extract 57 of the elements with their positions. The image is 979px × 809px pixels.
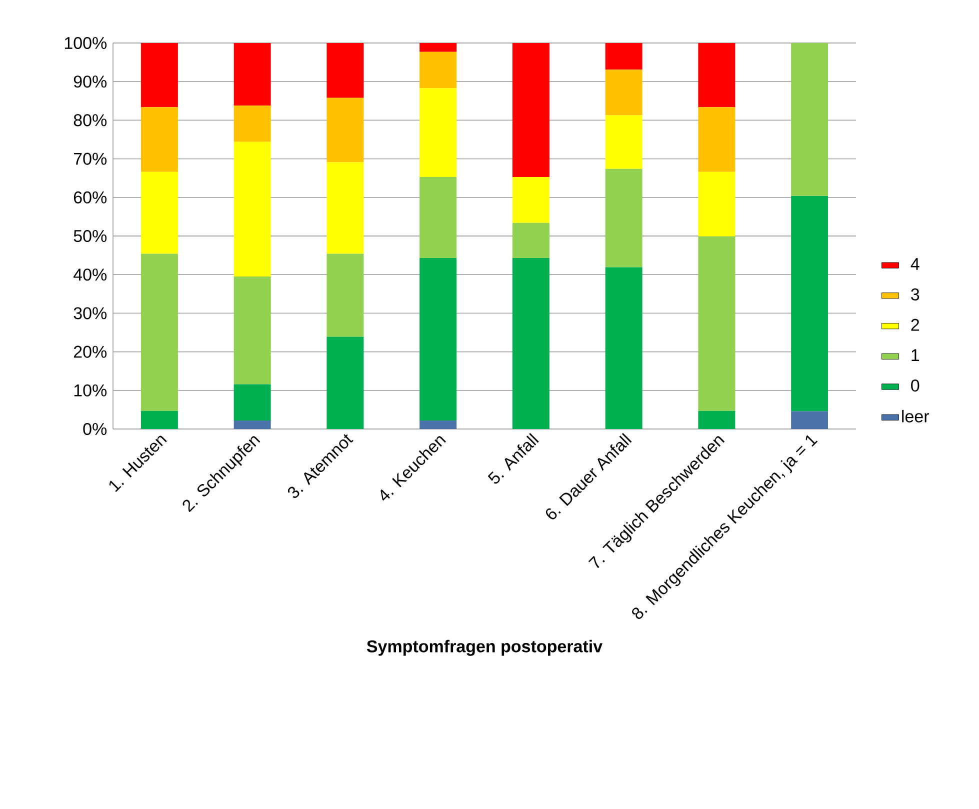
- legend-label: 3: [911, 288, 920, 300]
- y-tick-label: 10%: [74, 384, 107, 396]
- bar: [512, 222, 550, 258]
- bar: [605, 115, 642, 169]
- y-tick-label: 0%: [83, 422, 107, 436]
- bar: [234, 43, 271, 106]
- bar: [326, 43, 364, 98]
- bar: [420, 52, 457, 88]
- bar: [698, 410, 736, 430]
- bar: [420, 420, 457, 430]
- y-tick-label: 30%: [74, 307, 107, 320]
- bar: [140, 254, 178, 411]
- y-tick-label: 20%: [74, 346, 107, 358]
- legend-label: 2: [911, 318, 920, 331]
- bar: [326, 98, 364, 162]
- bar: [140, 172, 178, 254]
- y-tick-label: 60%: [74, 191, 107, 204]
- bar: [234, 420, 271, 430]
- bar: [512, 176, 550, 223]
- y-tick-label: 80%: [74, 114, 107, 126]
- bar: [326, 254, 364, 337]
- legend-label: 0: [911, 380, 920, 392]
- bar: [234, 276, 271, 384]
- bar: [140, 410, 178, 430]
- bar: [605, 168, 642, 268]
- y-tick-label: 40%: [74, 268, 107, 281]
- bar: [326, 336, 364, 430]
- x-axis-title: Symptomfragen postoperativ: [366, 640, 602, 656]
- bar: [605, 267, 642, 430]
- bar: [698, 43, 736, 108]
- bar: [791, 43, 828, 196]
- y-tick-label: 90%: [74, 76, 107, 88]
- legend-label: 4: [910, 258, 920, 270]
- bar: [512, 258, 550, 430]
- bar: [420, 88, 457, 177]
- legend-label: 1: [912, 349, 920, 361]
- bar: [140, 107, 178, 172]
- bar: [605, 70, 642, 116]
- y-tick-label: 50%: [74, 230, 107, 242]
- legend-label: leer: [902, 410, 930, 422]
- bar: [698, 107, 736, 172]
- bar: [234, 106, 271, 142]
- y-tick-label: 70%: [74, 152, 107, 165]
- bar: [698, 236, 736, 411]
- bar: [420, 176, 457, 258]
- bar: [791, 196, 828, 412]
- bar: [698, 172, 736, 236]
- bar: [420, 43, 457, 52]
- bar: [605, 43, 642, 70]
- bar: [234, 142, 271, 277]
- bar: [420, 258, 457, 421]
- bar: [512, 43, 550, 177]
- bar: [140, 43, 178, 108]
- bar: [326, 162, 364, 254]
- y-tick-label: 100%: [64, 36, 107, 50]
- bar: [234, 384, 271, 421]
- bar: [791, 411, 828, 430]
